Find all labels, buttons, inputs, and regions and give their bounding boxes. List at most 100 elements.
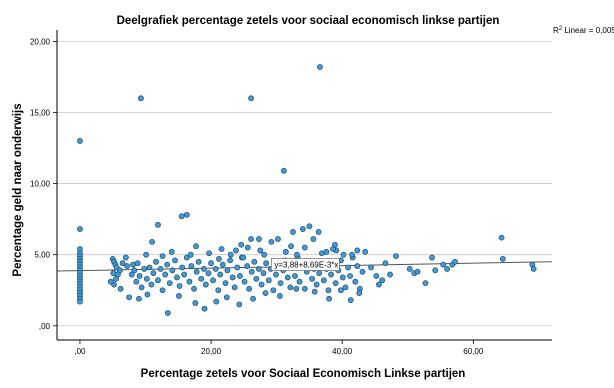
data-point — [176, 283, 183, 289]
data-point — [195, 258, 202, 265]
data-point — [373, 273, 380, 279]
data-point — [124, 263, 131, 269]
data-point — [227, 257, 233, 264]
data-point — [440, 261, 447, 268]
data-point — [164, 261, 171, 268]
data-point — [347, 273, 353, 279]
data-point — [342, 284, 349, 291]
data-point — [499, 256, 506, 262]
data-point — [356, 290, 363, 296]
data-point — [498, 234, 505, 241]
data-point — [208, 260, 214, 267]
data-point — [287, 284, 294, 291]
data-point — [263, 260, 270, 267]
data-point — [183, 211, 190, 218]
data-point — [318, 250, 325, 257]
data-point — [153, 258, 159, 265]
data-point — [349, 251, 355, 258]
data-point — [119, 260, 126, 267]
data-point — [277, 293, 283, 299]
data-point — [155, 277, 161, 284]
fit-equation-layer: y=3,88+8,69E-3*x — [271, 258, 340, 271]
data-point — [218, 246, 225, 252]
data-point — [188, 263, 195, 269]
data-point — [452, 258, 458, 265]
data-point — [178, 213, 185, 220]
data-point — [328, 271, 334, 278]
data-point — [138, 95, 144, 102]
data-point — [136, 295, 142, 302]
data-point — [406, 265, 413, 272]
data-point — [309, 275, 315, 282]
y-tick-label: ,00 — [39, 322, 51, 331]
data-point — [77, 226, 83, 232]
data-point — [143, 251, 150, 258]
data-point — [236, 301, 243, 308]
data-point — [282, 248, 289, 255]
r2-annotation: R2 Linear = 0,005 — [553, 26, 614, 35]
data-point — [277, 280, 284, 287]
data-point — [326, 295, 332, 302]
data-point — [115, 271, 121, 278]
data-point — [294, 251, 300, 258]
data-point — [141, 265, 148, 272]
data-point — [262, 290, 269, 296]
data-point — [126, 294, 133, 301]
data-point — [146, 264, 153, 271]
data-point — [280, 167, 287, 174]
data-point — [288, 243, 294, 250]
data-point — [122, 254, 129, 261]
data-point — [284, 274, 291, 281]
data-point — [186, 278, 193, 285]
data-point — [227, 251, 234, 258]
x-tick-label: 60,00 — [463, 347, 484, 356]
data-point — [332, 241, 338, 248]
data-point — [256, 236, 262, 242]
fit-equation-box — [271, 258, 340, 271]
data-point — [169, 267, 176, 274]
grid-lines — [57, 40, 552, 327]
data-point — [174, 274, 180, 281]
data-point — [316, 270, 323, 277]
data-point — [311, 288, 318, 295]
data-point — [219, 261, 226, 268]
data-point — [293, 285, 300, 292]
r2-letter: R — [553, 26, 559, 35]
data-point — [149, 238, 155, 245]
fit-equation-label: y=3,88+8,69E-3*x — [274, 260, 338, 269]
data-point — [257, 247, 264, 254]
x-tick-label: 40,00 — [332, 347, 353, 356]
data-point — [429, 254, 435, 261]
data-point — [256, 265, 262, 272]
data-point — [179, 264, 186, 271]
data-point — [530, 265, 537, 272]
data-point — [379, 277, 386, 284]
data-point — [244, 263, 251, 269]
data-point — [144, 291, 151, 298]
data-point — [77, 298, 83, 305]
data-point — [362, 248, 369, 255]
data-point — [253, 275, 260, 282]
data-point — [222, 280, 229, 287]
data-point — [273, 271, 279, 278]
data-point — [117, 285, 124, 292]
data-point — [183, 254, 190, 261]
chart-title: Deelgrafiek percentage zetels voor socia… — [117, 15, 500, 27]
data-point — [422, 280, 429, 287]
data-point — [191, 285, 197, 292]
y-tick-label: 20,00 — [30, 37, 51, 46]
data-point — [310, 236, 317, 242]
data-point — [354, 263, 361, 269]
data-point — [193, 268, 200, 275]
data-point — [212, 265, 219, 272]
data-point — [275, 236, 281, 242]
data-point — [187, 251, 194, 258]
data-point — [150, 270, 157, 277]
data-point — [248, 95, 254, 102]
data-point — [251, 258, 258, 265]
data-point — [432, 267, 439, 274]
x-tick-label: ,00 — [74, 347, 86, 356]
